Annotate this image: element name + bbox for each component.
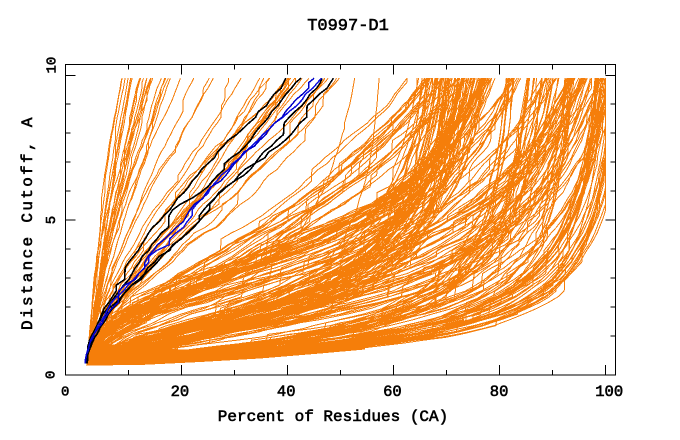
svg-text:100: 100 [595,383,623,401]
svg-text:10: 10 [44,57,60,74]
svg-text:Percent of Residues (CA): Percent of Residues (CA) [218,408,448,426]
svg-text:T0997-D1: T0997-D1 [307,17,389,36]
svg-text:20: 20 [171,383,190,401]
svg-text:80: 80 [490,383,509,401]
svg-text:0: 0 [61,385,69,401]
svg-text:0: 0 [44,371,60,379]
svg-text:40: 40 [277,383,296,401]
svg-text:Distance Cutoff, A: Distance Cutoff, A [19,115,37,330]
svg-text:5: 5 [44,216,60,224]
svg-text:60: 60 [383,383,402,401]
